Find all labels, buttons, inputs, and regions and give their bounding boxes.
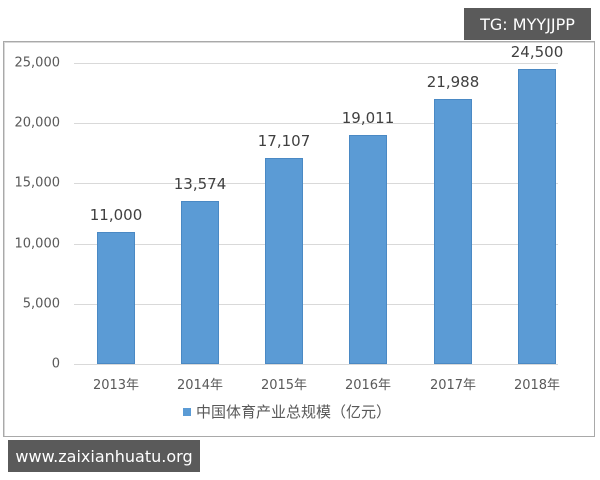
bar-value-label: 13,574	[173, 174, 227, 193]
bar	[518, 69, 556, 364]
x-tick-label: 2013年	[92, 378, 140, 393]
bar	[181, 200, 219, 364]
gridline	[74, 63, 558, 64]
legend-label: 中国体育产业总规模（亿元）	[196, 403, 392, 421]
y-tick-label: 15,000	[14, 175, 61, 191]
bar-value-label: 24,500	[510, 43, 564, 62]
watermark-tg: TG: MYYJJPP	[464, 8, 591, 40]
y-tick-label: 25,000	[14, 55, 61, 71]
x-tick-label: 2017年	[429, 378, 477, 393]
x-tick-label: 2018年	[513, 378, 561, 393]
bar-value-label: 21,988	[426, 73, 480, 92]
gridline	[74, 364, 558, 365]
gridline	[74, 244, 558, 245]
gridline	[74, 183, 558, 184]
y-tick-label: 20,000	[14, 115, 61, 131]
bar-value-label: 17,107	[257, 132, 311, 151]
legend: 中国体育产业总规模（亿元）	[183, 401, 391, 422]
y-tick-label: 10,000	[14, 236, 61, 252]
x-tick-label: 2016年	[344, 378, 392, 393]
watermark-site: www.zaixianhuatu.org	[8, 440, 200, 472]
bar	[434, 99, 472, 364]
bar-value-label: 11,000	[89, 205, 143, 224]
x-tick-label: 2014年	[176, 378, 224, 393]
bar	[349, 135, 387, 364]
y-tick-label: 5,000	[22, 296, 60, 312]
x-tick-label: 2015年	[260, 378, 308, 393]
gridline	[74, 304, 558, 305]
legend-swatch-icon	[183, 407, 191, 416]
bar	[265, 158, 303, 364]
bar	[97, 231, 135, 364]
gridline	[74, 123, 558, 124]
bar-value-label: 19,011	[341, 109, 395, 128]
y-tick-label: 0	[51, 356, 60, 372]
